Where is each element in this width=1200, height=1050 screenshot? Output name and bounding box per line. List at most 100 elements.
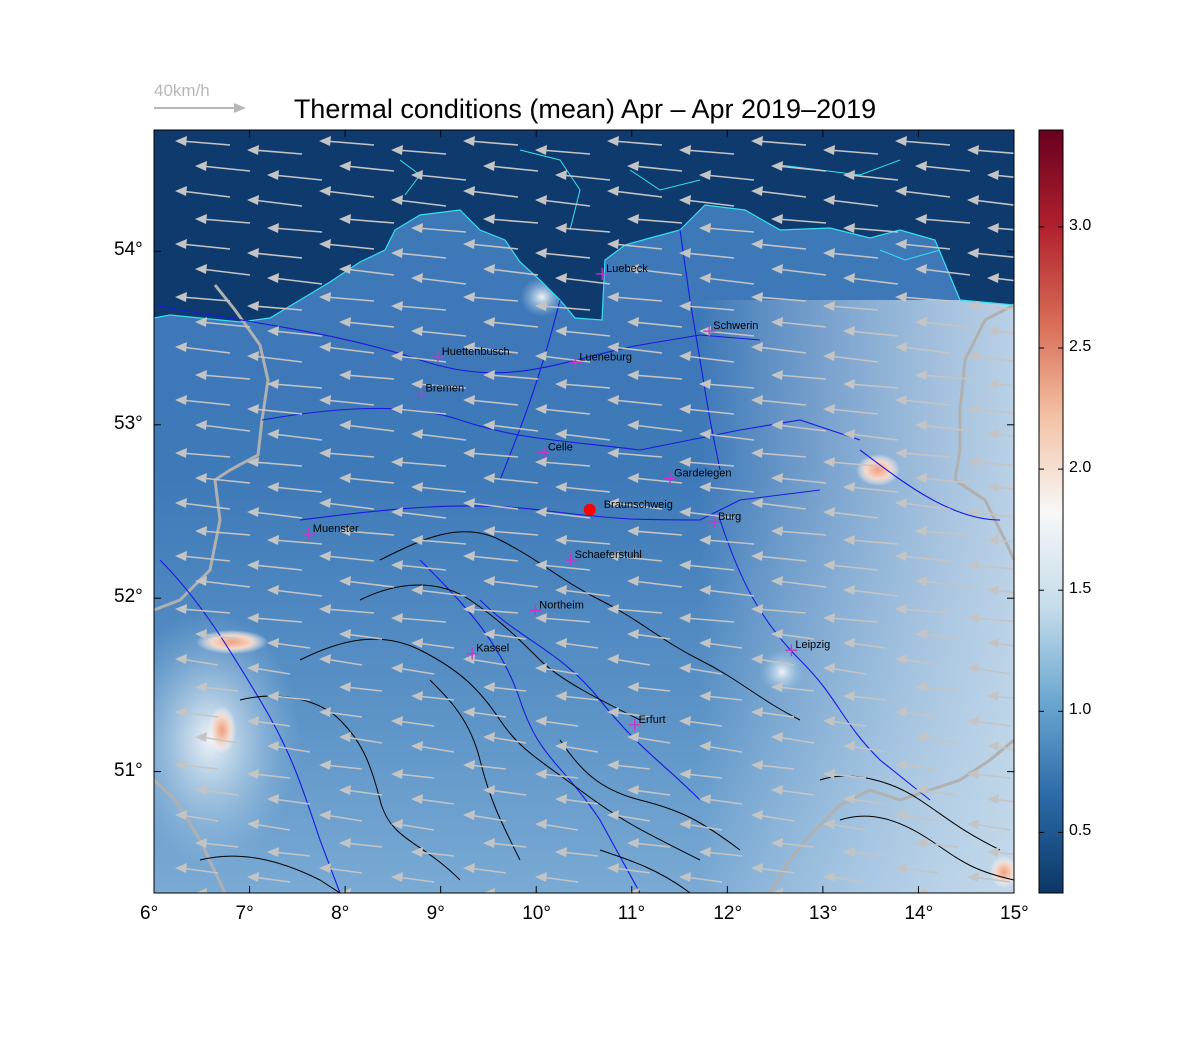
wind-arrow bbox=[483, 576, 539, 588]
wind-arrow bbox=[751, 448, 807, 458]
city-schwerin: Schwerin bbox=[703, 320, 758, 338]
wind-arrow bbox=[555, 691, 599, 701]
wind-arrow bbox=[627, 838, 671, 848]
city-burg: Burg bbox=[707, 511, 741, 528]
wind-arrow bbox=[895, 707, 939, 718]
wind-arrow bbox=[627, 214, 683, 224]
wind-arrow bbox=[319, 448, 375, 458]
wind-arrow bbox=[915, 526, 971, 536]
wind-arrow bbox=[247, 351, 303, 363]
wind-arrow bbox=[823, 145, 879, 155]
wind-arrow bbox=[319, 342, 375, 354]
city-label: Burg bbox=[718, 511, 741, 523]
wind-arrow bbox=[987, 326, 1014, 336]
wind-arrow bbox=[699, 585, 755, 597]
wind-arrow bbox=[771, 420, 827, 432]
wind-arrow bbox=[823, 613, 879, 623]
wind-arrow bbox=[843, 741, 887, 753]
city-label: Northeim bbox=[539, 599, 584, 611]
wind-arrow bbox=[987, 535, 1014, 545]
city-leipzig: Leipzig bbox=[785, 639, 830, 657]
colorbar-fill bbox=[1038, 129, 1064, 894]
wind-arrow bbox=[627, 420, 683, 432]
wind-arrow bbox=[411, 691, 455, 701]
wind-arrow bbox=[247, 613, 303, 623]
wind-arrow bbox=[607, 707, 651, 718]
wind-arrow bbox=[699, 794, 743, 805]
city-lueneburg: Lueneburg bbox=[569, 351, 632, 369]
x-tick-label: 11° bbox=[617, 903, 646, 924]
wind-arrow bbox=[247, 716, 291, 727]
wind-arrow bbox=[247, 560, 303, 571]
wind-scale-label: 40km/h bbox=[154, 81, 210, 100]
city-kassel: Kassel bbox=[466, 643, 509, 660]
wind-arrow bbox=[915, 838, 959, 848]
wind-arrow bbox=[535, 613, 591, 623]
wind-arrow bbox=[319, 810, 363, 822]
wind-arrow bbox=[555, 170, 611, 181]
colorbar-tick-label: 2.0 bbox=[1069, 459, 1092, 477]
wind-arrow bbox=[483, 420, 539, 432]
wind-arrow bbox=[339, 473, 395, 484]
wind-arrow bbox=[339, 370, 395, 380]
wind-arrow bbox=[771, 576, 827, 588]
wind-arrow bbox=[967, 716, 1011, 727]
wind-arrow bbox=[627, 264, 683, 276]
wind-arrow bbox=[195, 161, 251, 172]
wind-arrow bbox=[339, 317, 395, 328]
wind-arrow bbox=[247, 457, 303, 467]
wind-arrow bbox=[555, 223, 611, 233]
x-tick-label: 8° bbox=[331, 903, 350, 924]
wind-arrow bbox=[463, 498, 519, 510]
wind-arrow bbox=[607, 186, 663, 198]
wind-arrow bbox=[339, 576, 395, 588]
wind-arrow bbox=[895, 136, 951, 146]
wind-arrow bbox=[679, 819, 723, 831]
wind-arrow bbox=[463, 186, 519, 198]
wind-arrow bbox=[247, 663, 291, 675]
wind-arrow bbox=[915, 161, 971, 172]
wind-arrow bbox=[699, 535, 755, 545]
wind-arrow bbox=[751, 292, 807, 302]
wind-arrow bbox=[339, 785, 383, 796]
wind-arrow bbox=[627, 682, 671, 692]
wind-arrow bbox=[699, 170, 755, 181]
city-huettenbusch: Huettenbusch bbox=[431, 346, 510, 364]
wind-arrow bbox=[895, 292, 951, 302]
wind-arrow bbox=[679, 351, 735, 363]
wind-arrow bbox=[411, 223, 467, 233]
wind-arrow bbox=[607, 498, 663, 510]
wind-arrow bbox=[195, 629, 239, 640]
wind-arrow bbox=[267, 585, 323, 597]
wind-arrow bbox=[607, 292, 663, 302]
wind-arrow bbox=[823, 351, 879, 363]
wind-arrow bbox=[175, 863, 219, 874]
wind-arrow bbox=[771, 682, 815, 692]
colorbar-tick-label: 2.5 bbox=[1069, 338, 1092, 355]
wind-arrow bbox=[319, 395, 375, 406]
wind-arrow bbox=[463, 239, 519, 250]
colorbar-tick-label: 1.5 bbox=[1069, 580, 1092, 598]
wind-arrow bbox=[483, 682, 527, 692]
wind-arrow bbox=[607, 448, 663, 458]
wind-arrow bbox=[895, 186, 951, 198]
x-tick-label: 13° bbox=[808, 903, 838, 924]
wind-arrow bbox=[195, 785, 239, 796]
wind-arrow bbox=[627, 888, 639, 893]
wind-arrow bbox=[823, 560, 879, 571]
wind-arrow bbox=[319, 292, 375, 302]
wind-arrow bbox=[843, 482, 899, 493]
wind-arrow bbox=[771, 214, 827, 224]
wind-arrow bbox=[771, 629, 815, 640]
wind-arrow bbox=[175, 395, 231, 406]
wind-arrow bbox=[915, 370, 971, 380]
wind-arrow bbox=[987, 273, 1014, 283]
wind-arrow bbox=[627, 732, 671, 744]
wind-arrow bbox=[319, 707, 363, 718]
wind-arrow bbox=[339, 264, 395, 276]
wind-arrow bbox=[391, 663, 435, 675]
city-erfurt: Erfurt bbox=[628, 714, 666, 731]
wind-arrow bbox=[915, 473, 971, 484]
wind-arrow bbox=[895, 760, 939, 770]
wind-arrow bbox=[319, 239, 375, 250]
